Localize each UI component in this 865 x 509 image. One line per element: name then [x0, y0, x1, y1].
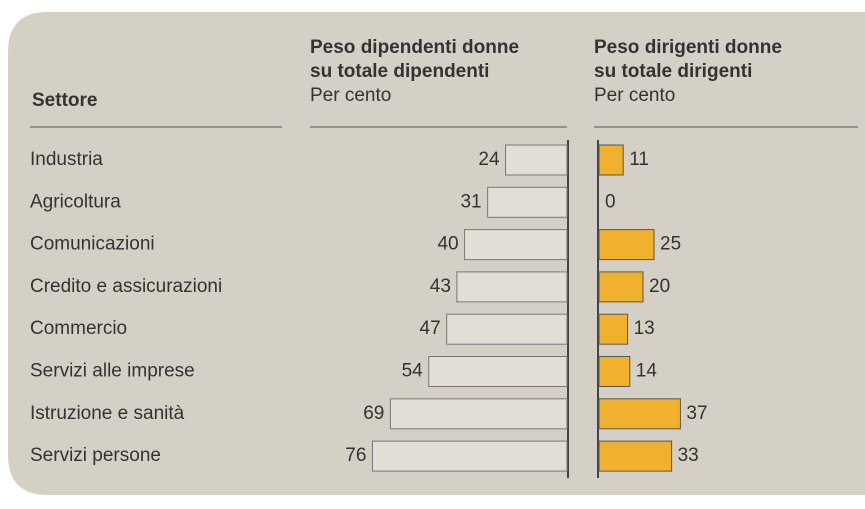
value-label: 54 — [402, 361, 424, 382]
bar — [464, 229, 568, 261]
bar — [598, 229, 655, 261]
value-label: 76 — [345, 445, 366, 466]
series-unit: Per cento — [310, 85, 392, 106]
bar — [598, 398, 681, 430]
bar — [371, 440, 568, 472]
bar — [598, 356, 631, 387]
value-label: 37 — [686, 403, 707, 424]
bar — [505, 144, 568, 176]
category-label: Istruzione e sanità — [30, 403, 185, 424]
value-label: 20 — [649, 276, 670, 297]
category-label: Industria — [30, 149, 103, 170]
value-label: 40 — [437, 234, 458, 255]
value-label: 33 — [678, 445, 699, 466]
panel — [8, 12, 865, 495]
category-label: Credito e assicurazioni — [30, 276, 222, 297]
bar — [487, 186, 568, 218]
series-unit: Per cento — [594, 85, 676, 106]
series-header: Peso dirigenti donne su totale dirigenti… — [594, 36, 782, 108]
bar — [598, 271, 644, 303]
bar — [428, 356, 568, 387]
value-label: 25 — [660, 234, 681, 255]
value-label: 69 — [363, 403, 384, 424]
value-label: 11 — [629, 149, 649, 170]
series-name: Peso dipendenti donne su totale dipenden… — [310, 37, 520, 82]
category-label: Servizi alle imprese — [30, 361, 195, 382]
series-name: Peso dirigenti donne su totale dirigenti — [594, 37, 782, 82]
value-label: 31 — [460, 191, 481, 212]
series-header: Peso dipendenti donne su totale dipenden… — [310, 36, 519, 108]
bar — [598, 313, 629, 345]
value-label: 47 — [420, 318, 441, 339]
value-label: 24 — [478, 149, 500, 170]
category-header: Settore — [32, 90, 97, 111]
bar — [389, 398, 568, 430]
category-label: Commercio — [30, 318, 127, 339]
category-label: Comunicazioni — [30, 234, 155, 255]
value-label: 14 — [636, 361, 658, 382]
value-label: 13 — [634, 318, 655, 339]
bar — [446, 313, 568, 345]
bar — [598, 440, 673, 472]
category-label: Agricoltura — [30, 191, 121, 212]
bar — [456, 271, 568, 303]
category-label: Servizi persone — [30, 445, 161, 466]
value-label: 0 — [605, 191, 616, 212]
bar — [598, 144, 624, 176]
value-label: 43 — [430, 276, 451, 297]
